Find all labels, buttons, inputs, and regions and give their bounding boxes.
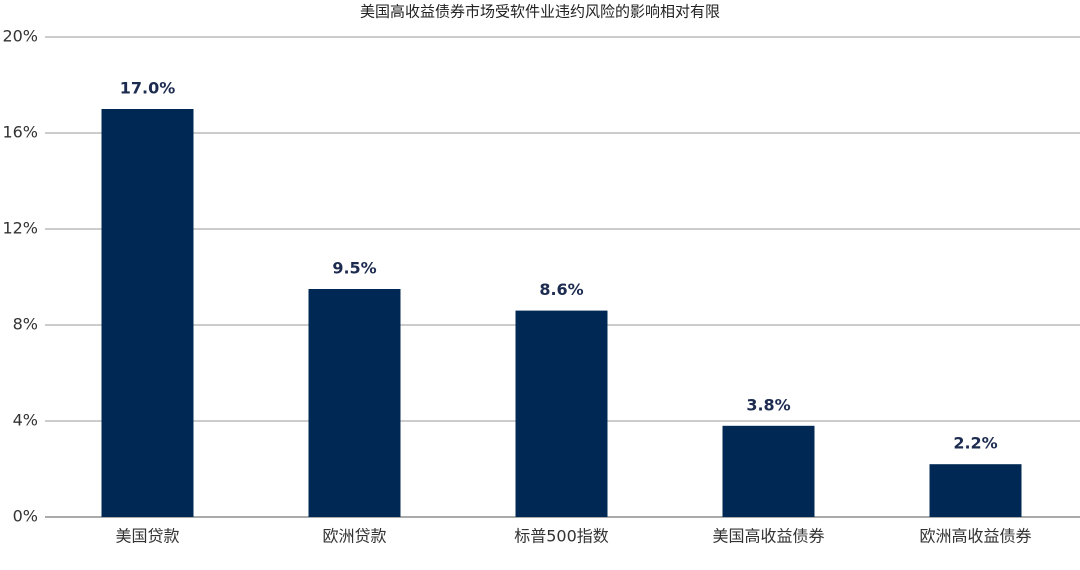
y-tick-label: 8% bbox=[13, 315, 38, 334]
value-label: 9.5% bbox=[332, 259, 376, 278]
value-label: 8.6% bbox=[539, 280, 583, 299]
x-tick-label: 欧洲高收益债券 bbox=[919, 527, 1031, 546]
x-tick-label: 欧洲贷款 bbox=[322, 527, 386, 546]
bar bbox=[929, 464, 1022, 517]
y-tick-label: 12% bbox=[2, 219, 38, 238]
x-tick-label: 美国高收益债券 bbox=[712, 527, 824, 546]
value-label: 17.0% bbox=[120, 79, 176, 98]
y-tick-label: 0% bbox=[13, 507, 38, 526]
bar bbox=[722, 425, 815, 517]
y-tick-label: 4% bbox=[13, 411, 38, 430]
bar bbox=[308, 289, 401, 517]
x-tick-label: 标普500指数 bbox=[514, 527, 609, 546]
y-tick-label: 16% bbox=[2, 123, 38, 142]
y-tick-label: 20% bbox=[2, 27, 38, 46]
chart-title: 美国高收益债券市场受软件业违约风险的影响相对有限 bbox=[360, 3, 720, 21]
bar bbox=[101, 109, 194, 517]
bar bbox=[515, 310, 608, 517]
value-label: 3.8% bbox=[746, 395, 790, 414]
x-tick-label: 美国贷款 bbox=[115, 527, 179, 546]
value-label: 2.2% bbox=[953, 434, 997, 453]
